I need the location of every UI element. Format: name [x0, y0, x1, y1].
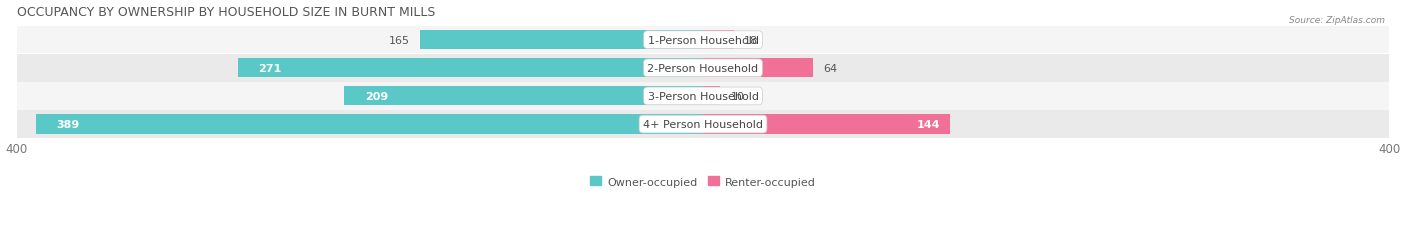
Bar: [420, 31, 703, 50]
Bar: [35, 115, 703, 134]
Bar: [17, 111, 1389, 138]
Text: 209: 209: [366, 91, 388, 101]
Text: 18: 18: [744, 36, 758, 46]
Text: Source: ZipAtlas.com: Source: ZipAtlas.com: [1289, 16, 1385, 25]
Text: 144: 144: [917, 119, 939, 130]
Bar: [344, 87, 703, 106]
Bar: [17, 83, 1389, 110]
Text: 64: 64: [823, 64, 837, 73]
Bar: [17, 55, 1389, 82]
Bar: [703, 87, 720, 106]
Bar: [703, 59, 813, 78]
Text: 389: 389: [56, 119, 79, 130]
Text: 271: 271: [259, 64, 281, 73]
Text: 1-Person Household: 1-Person Household: [648, 36, 758, 46]
Text: 4+ Person Household: 4+ Person Household: [643, 119, 763, 130]
Legend: Owner-occupied, Renter-occupied: Owner-occupied, Renter-occupied: [586, 172, 820, 191]
Bar: [17, 27, 1389, 54]
Bar: [238, 59, 703, 78]
Bar: [703, 31, 734, 50]
Text: 3-Person Household: 3-Person Household: [648, 91, 758, 101]
Text: 165: 165: [388, 36, 409, 46]
Text: 2-Person Household: 2-Person Household: [647, 64, 759, 73]
Bar: [703, 115, 950, 134]
Text: 10: 10: [731, 91, 744, 101]
Text: OCCUPANCY BY OWNERSHIP BY HOUSEHOLD SIZE IN BURNT MILLS: OCCUPANCY BY OWNERSHIP BY HOUSEHOLD SIZE…: [17, 6, 434, 18]
